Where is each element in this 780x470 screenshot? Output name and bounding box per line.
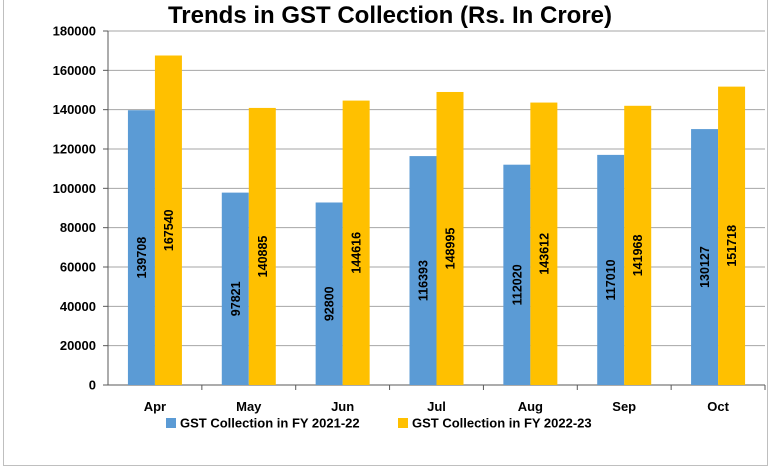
bar: [221, 192, 249, 385]
bar: [624, 105, 652, 385]
bar: [315, 202, 343, 385]
x-tick-label: May: [236, 399, 262, 414]
legend-label: GST Collection in FY 2022-23: [412, 416, 592, 431]
legend-label: GST Collection in FY 2021-22: [180, 416, 360, 431]
legend-swatch: [398, 418, 408, 428]
x-tick-label: Jun: [331, 399, 354, 414]
chart-title: Trends in GST Collection (Rs. In Crore): [167, 2, 613, 29]
bar: [530, 102, 558, 386]
bar: [127, 110, 155, 385]
bar: [503, 164, 531, 385]
data-label: 151718: [725, 225, 739, 267]
data-label: 130127: [698, 246, 712, 288]
bar: [718, 86, 746, 385]
legend-swatch: [166, 418, 176, 428]
y-tick-label: 0: [89, 378, 96, 393]
y-tick-label: 20000: [60, 338, 96, 353]
data-label: 144616: [350, 232, 364, 274]
x-tick-label: Apr: [144, 399, 166, 414]
y-tick-label: 80000: [60, 220, 96, 235]
data-label: 117010: [604, 259, 618, 300]
x-tick-label: Aug: [518, 399, 543, 414]
data-label: 148995: [444, 228, 458, 270]
data-label: 116393: [417, 260, 431, 301]
data-label: 141968: [631, 234, 645, 276]
data-labels: 139708 167540 97821 140885 92800 144616 116393…: [135, 209, 739, 321]
data-label: 92800: [323, 286, 337, 321]
legend: GST Collection in FY 2021-22 GST Collecti…: [166, 416, 592, 431]
data-label: 140885: [256, 236, 270, 278]
x-tick-label: Sep: [612, 399, 636, 414]
bars: [127, 55, 746, 386]
bar: [436, 91, 464, 385]
data-label: 167540: [162, 209, 176, 251]
data-label: 139708: [135, 237, 149, 279]
y-tick-label: 140000: [53, 102, 96, 117]
data-label: 97821: [229, 281, 243, 316]
x-tick-label: Jul: [427, 399, 446, 414]
bar: [597, 154, 625, 385]
axes: 0 20000 40000 60000 80000 100000 120000 140000 1…: [53, 24, 766, 414]
y-tick-label: 160000: [53, 63, 96, 78]
data-label: 143612: [537, 233, 551, 275]
y-tick-label: 120000: [53, 142, 96, 157]
bar: [691, 129, 719, 385]
bar: [409, 156, 437, 385]
bar: [154, 55, 182, 385]
y-tick-label: 180000: [53, 24, 96, 39]
y-tick-label: 100000: [53, 181, 96, 196]
x-tick-label: Oct: [707, 399, 729, 414]
bar: [248, 107, 276, 385]
y-tick-label: 40000: [60, 299, 96, 314]
y-tick-label: 60000: [60, 260, 96, 275]
data-label: 112020: [510, 264, 524, 305]
bar: [342, 100, 370, 385]
